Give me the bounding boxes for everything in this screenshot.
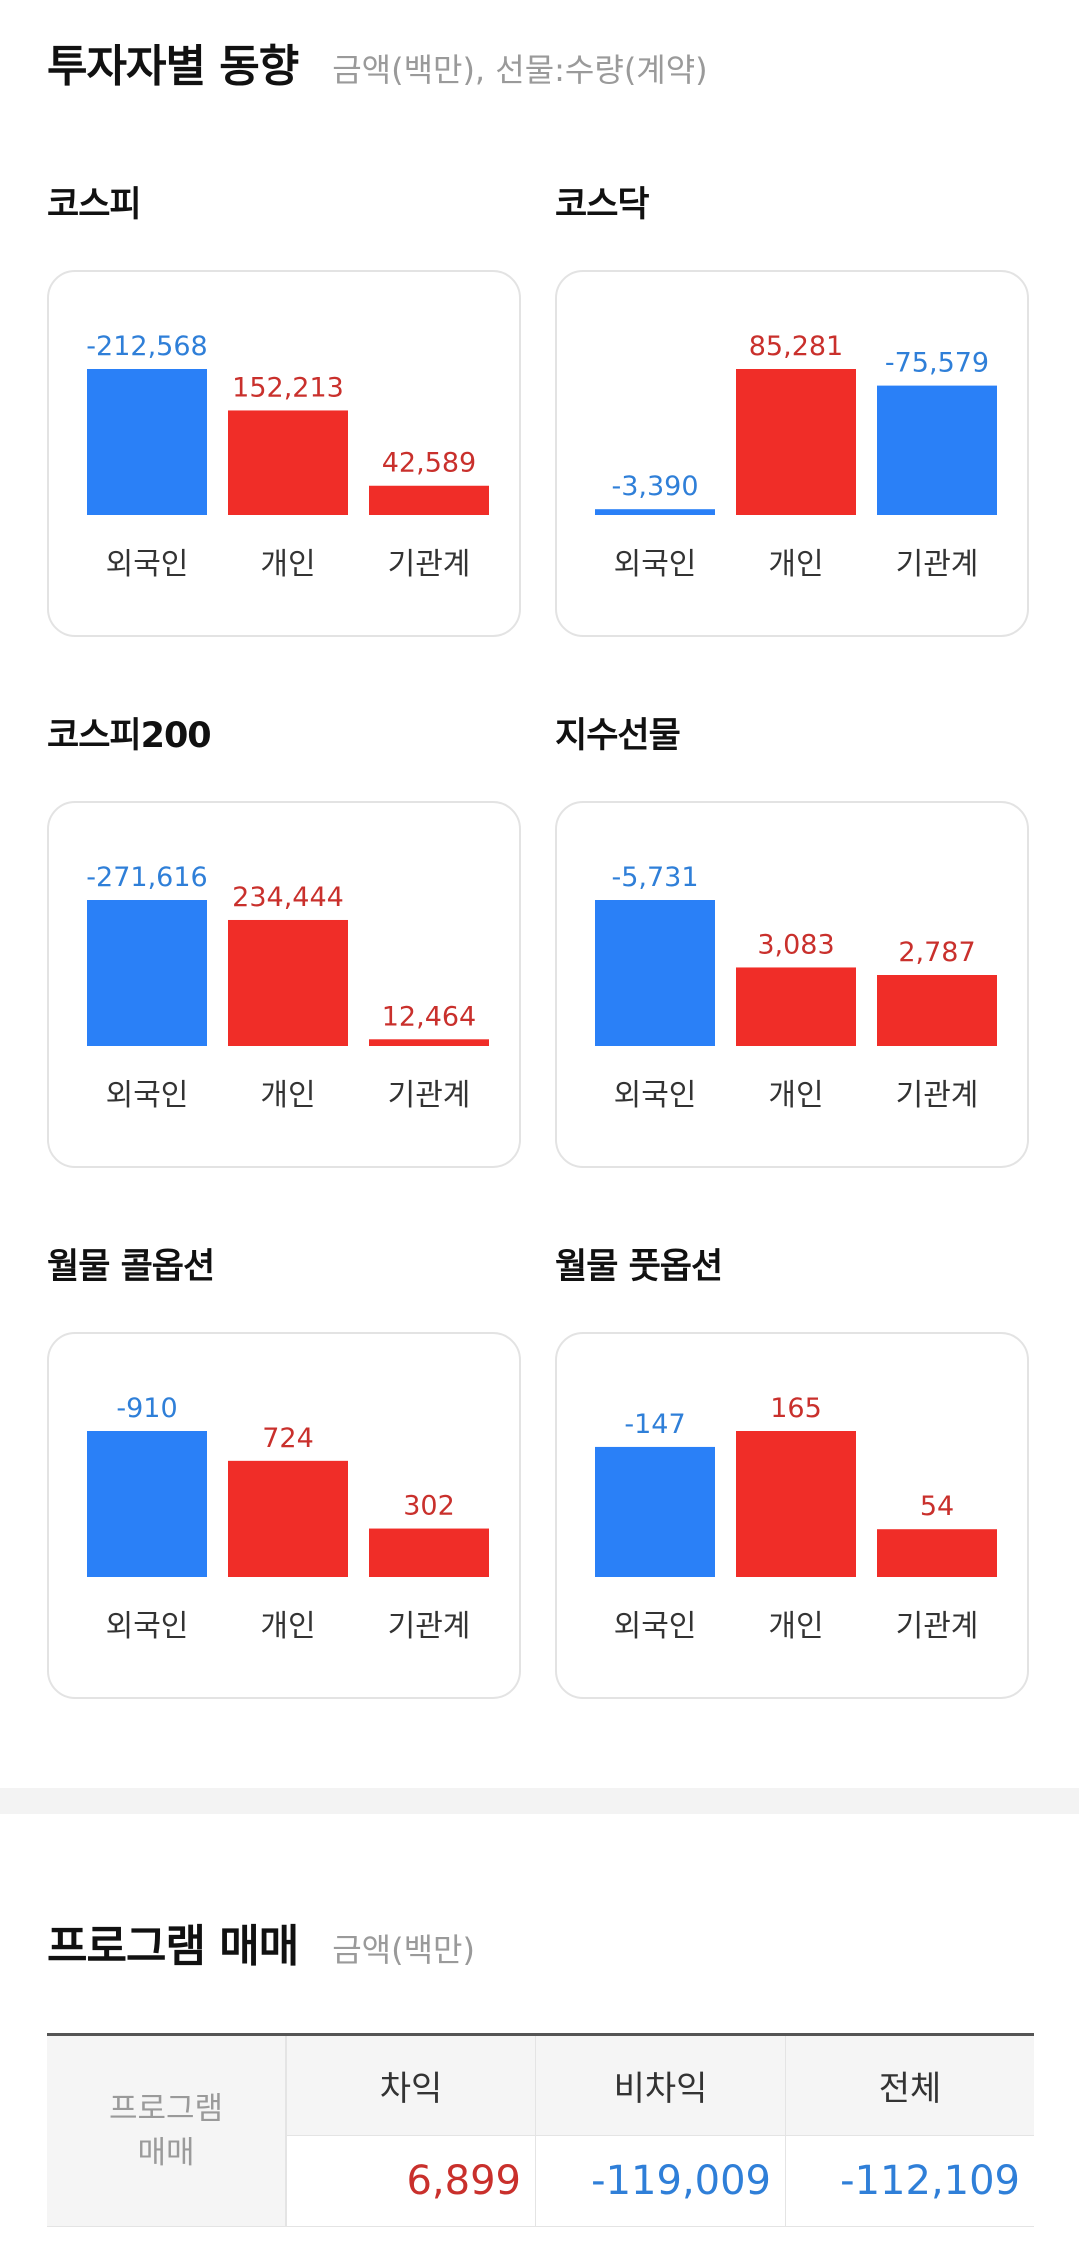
value-label-individual: 234,444 [232,882,344,913]
program-trading-unit-note: 금액(백만) [332,1931,475,1969]
bar-individual [736,967,856,1046]
value-label-institution: -75,579 [885,348,989,379]
category-label-foreign: 외국인 [106,547,189,582]
category-label-foreign: 외국인 [106,1078,189,1113]
bar-foreign [595,1446,715,1577]
investor-trend-unit-note: 금액(백만), 선물:수량(계약) [332,51,708,89]
panel-label-monthly-put: 월물 풋옵션 [555,1247,723,1287]
bar-foreign [595,509,715,515]
panel-label-monthly-call: 월물 콜옵션 [47,1247,215,1287]
bar-individual [228,410,348,515]
category-label-institution: 기관계 [896,1078,979,1113]
bar-individual [736,1431,856,1577]
value-label-foreign: -5,731 [611,862,698,893]
table-bottom-border [47,2226,1034,2227]
panel-label-kosdaq: 코스닥 [555,185,650,225]
category-label-institution: 기관계 [388,1609,471,1644]
category-label-foreign: 외국인 [106,1609,189,1644]
bar-individual [736,369,856,515]
category-label-individual: 개인 [260,547,315,582]
bar-individual [228,1460,348,1577]
column-non-arbitrage: 비차익 -119,009 [535,2036,785,2226]
program-trading-header: 프로그램 매매 금액(백만) [47,1910,475,1974]
value-label-individual: 3,083 [757,929,834,960]
bar-foreign [595,900,715,1046]
program-trading-title: 프로그램 매매 [47,1921,299,1972]
category-label-foreign: 외국인 [614,1609,697,1644]
category-label-institution: 기관계 [388,1078,471,1113]
panel-label-kospi: 코스피 [47,185,142,225]
value-total: -112,109 [840,2158,1020,2204]
chart-card-kosdaq[interactable]: -3,390 외국인 85,281 개인 -75,579 기관계 [555,270,1029,637]
chart-card-monthly-put[interactable]: -147 외국인 165 개인 54 기관계 [555,1332,1029,1699]
chart-card-kospi200[interactable]: -271,616 외국인 234,444 개인 12,464 기관계 [47,801,521,1168]
row-header-line1: 프로그램 [108,2091,224,2127]
category-label-individual: 개인 [260,1609,315,1644]
value-label-institution: 12,464 [382,1001,476,1032]
category-label-individual: 개인 [768,547,823,582]
category-label-individual: 개인 [260,1078,315,1113]
value-label-institution: 42,589 [382,448,476,479]
value-label-foreign: -271,616 [86,862,207,893]
bar-foreign [87,900,207,1046]
chart-card-index-futures[interactable]: -5,731 외국인 3,083 개인 2,787 기관계 [555,801,1029,1168]
column-header-non-arbitrage: 비차익 [536,2036,785,2136]
value-label-individual: 152,213 [232,372,344,403]
column-arbitrage: 차익 6,899 [286,2036,535,2226]
value-label-institution: 2,787 [898,937,975,968]
value-label-foreign: -3,390 [611,471,698,502]
value-label-individual: 165 [770,1393,822,1424]
row-header-line2: 매매 [137,2135,195,2171]
column-header-total: 전체 [786,2036,1034,2136]
category-label-individual: 개인 [768,1609,823,1644]
bar-foreign [87,369,207,515]
bar-institution [877,385,997,515]
value-label-individual: 724 [262,1423,314,1454]
bar-foreign [87,1431,207,1577]
value-label-foreign: -910 [116,1393,177,1424]
category-label-foreign: 외국인 [614,1078,697,1113]
chart-card-monthly-call[interactable]: -910 외국인 724 개인 302 기관계 [47,1332,521,1699]
panel-label-kospi200: 코스피200 [47,716,212,756]
section-divider [0,1788,1079,1814]
program-trading-table: 프로그램 매매 차익 6,899 비차익 -119,009 전체 -112,10… [47,2033,1034,2227]
value-label-institution: 54 [920,1491,954,1522]
category-label-institution: 기관계 [896,547,979,582]
value-label-individual: 85,281 [749,331,843,362]
bar-institution [877,1529,997,1577]
bar-institution [369,1528,489,1577]
category-label-institution: 기관계 [896,1609,979,1644]
value-label-foreign: -147 [624,1409,685,1440]
category-label-individual: 개인 [768,1078,823,1113]
panel-label-index-futures: 지수선물 [555,716,681,756]
bar-institution [877,974,997,1046]
program-trading-row-header: 프로그램 매매 [47,2036,286,2226]
bar-institution [369,485,489,515]
category-label-foreign: 외국인 [614,547,697,582]
investor-trend-header: 투자자별 동향 금액(백만), 선물:수량(계약) [47,30,708,94]
chart-card-kospi[interactable]: -212,568 외국인 152,213 개인 42,589 기관계 [47,270,521,637]
value-label-foreign: -212,568 [86,331,207,362]
value-non-arbitrage: -119,009 [591,2158,771,2204]
column-total: 전체 -112,109 [785,2036,1034,2226]
value-label-institution: 302 [403,1491,455,1522]
category-label-institution: 기관계 [388,547,471,582]
bar-institution [369,1039,489,1046]
column-header-arbitrage: 차익 [287,2036,535,2136]
investor-trend-title: 투자자별 동향 [47,41,299,92]
value-arbitrage: 6,899 [406,2158,521,2204]
bar-individual [228,919,348,1046]
